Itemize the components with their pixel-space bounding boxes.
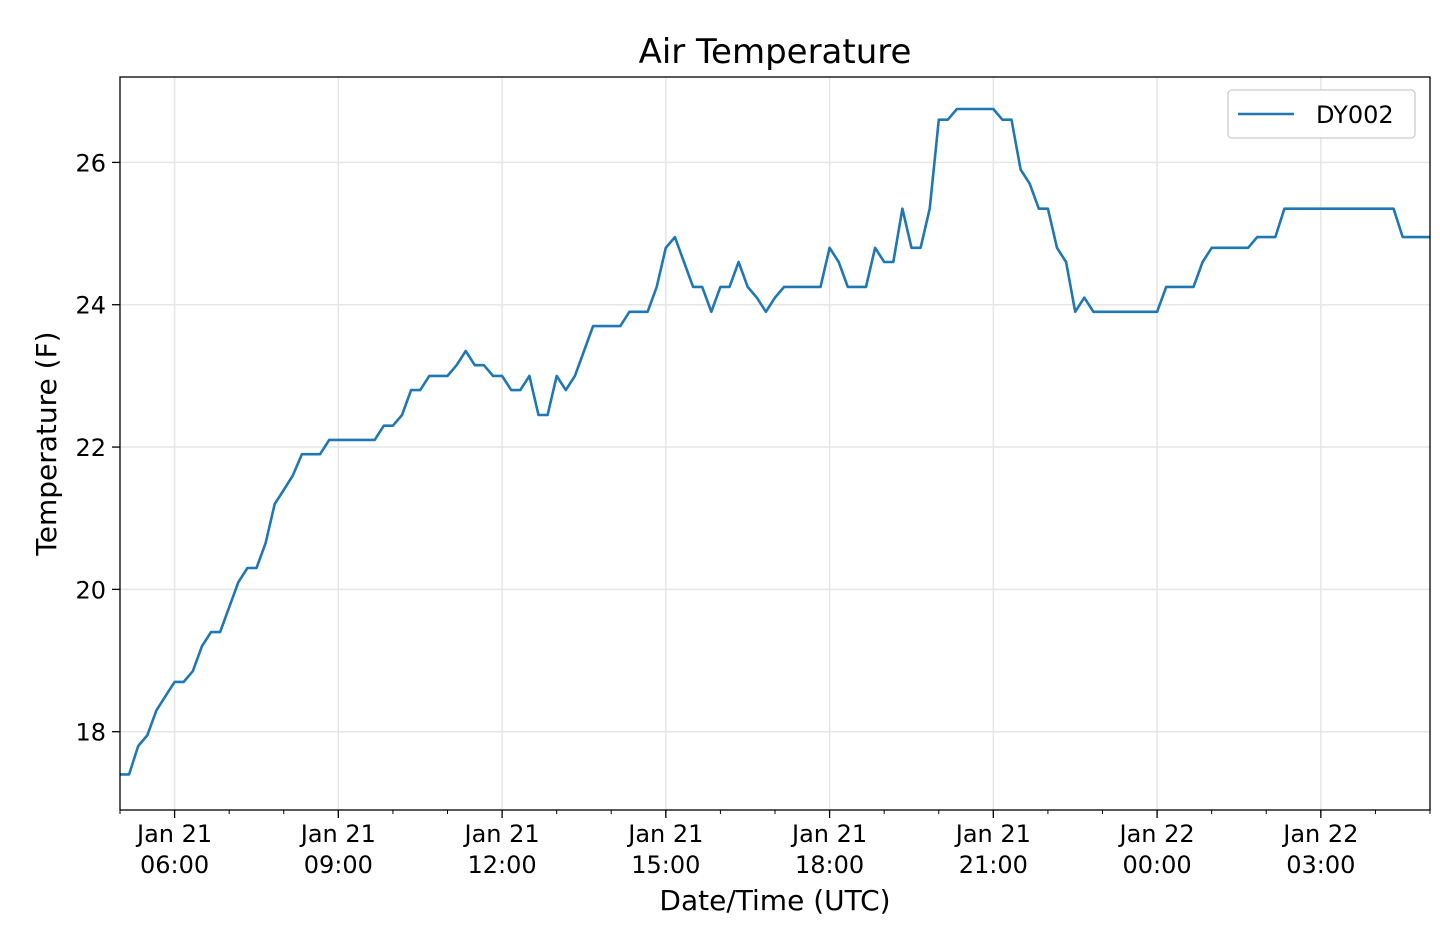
chart-title: Air Temperature xyxy=(639,32,912,72)
x-tick-label-line: 03:00 xyxy=(1286,851,1355,879)
x-tick-label-line: Jan 21 xyxy=(954,820,1031,848)
y-axis-label: Temperature (F) xyxy=(30,331,63,556)
x-tick-label-line: Jan 22 xyxy=(1117,820,1194,848)
y-tick-label: 18 xyxy=(75,719,106,747)
y-tick-label: 24 xyxy=(75,292,106,320)
x-tick-label-line: 12:00 xyxy=(467,851,536,879)
x-tick-label-line: 09:00 xyxy=(304,851,373,879)
x-axis-label: Date/Time (UTC) xyxy=(659,884,890,917)
x-tick-label-line: Jan 21 xyxy=(135,820,212,848)
x-tick-label: Jan 21 06:00 xyxy=(135,820,212,879)
x-tick-label-line: Jan 21 xyxy=(299,820,376,848)
y-tick-label: 22 xyxy=(75,434,106,462)
y-tick-label: 26 xyxy=(75,149,106,177)
x-tick-label: Jan 21 15:00 xyxy=(626,820,703,879)
x-tick-label-line: Jan 21 xyxy=(626,820,703,848)
series-lines xyxy=(120,107,1430,776)
x-tick-label-line: 18:00 xyxy=(795,851,864,879)
x-tick-label-line: Jan 21 xyxy=(462,820,539,848)
legend-box xyxy=(1227,89,1416,139)
series-line-dy002 xyxy=(120,107,1430,776)
x-tick-label-line: Jan 21 xyxy=(790,820,867,848)
x-tick-label: Jan 21 12:00 xyxy=(462,820,539,879)
grid-lines xyxy=(120,77,1430,810)
x-axis: Jan 21 06:00 Jan 21 09:00 Jan 21 12:00 Jan 21 1… xyxy=(119,810,1431,879)
x-tick-label: Jan 21 09:00 xyxy=(299,820,376,879)
x-tick-label: Jan 21 18:00 xyxy=(790,820,867,879)
x-tick-label: Jan 21 21:00 xyxy=(954,820,1031,879)
x-tick-label-line: 00:00 xyxy=(1122,851,1191,879)
x-tick-label-line: 15:00 xyxy=(631,851,700,879)
x-tick-label: Jan 22 03:00 xyxy=(1281,820,1358,879)
legend: DY002 xyxy=(1227,89,1416,139)
legend-label: DY002 xyxy=(1316,101,1394,129)
y-tick-label: 20 xyxy=(75,576,106,604)
y-axis: 18 20 22 24 26 xyxy=(75,149,120,747)
x-tick-label-line: 06:00 xyxy=(140,851,209,879)
x-tick-label-line: 21:00 xyxy=(959,851,1028,879)
x-tick-label-line: Jan 22 xyxy=(1281,820,1358,848)
x-tick-label: Jan 22 00:00 xyxy=(1117,820,1194,879)
